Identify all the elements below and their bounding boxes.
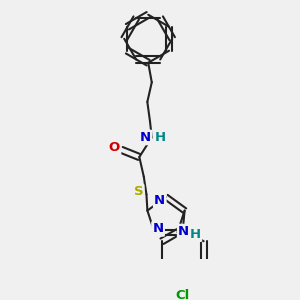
Text: N: N [154,194,165,207]
Text: O: O [109,141,120,154]
Text: H: H [190,228,201,241]
Text: Cl: Cl [176,290,190,300]
Text: H: H [155,131,166,144]
Text: N: N [140,131,151,144]
Text: S: S [134,185,143,198]
Text: N: N [178,225,189,238]
Text: N: N [152,222,164,236]
